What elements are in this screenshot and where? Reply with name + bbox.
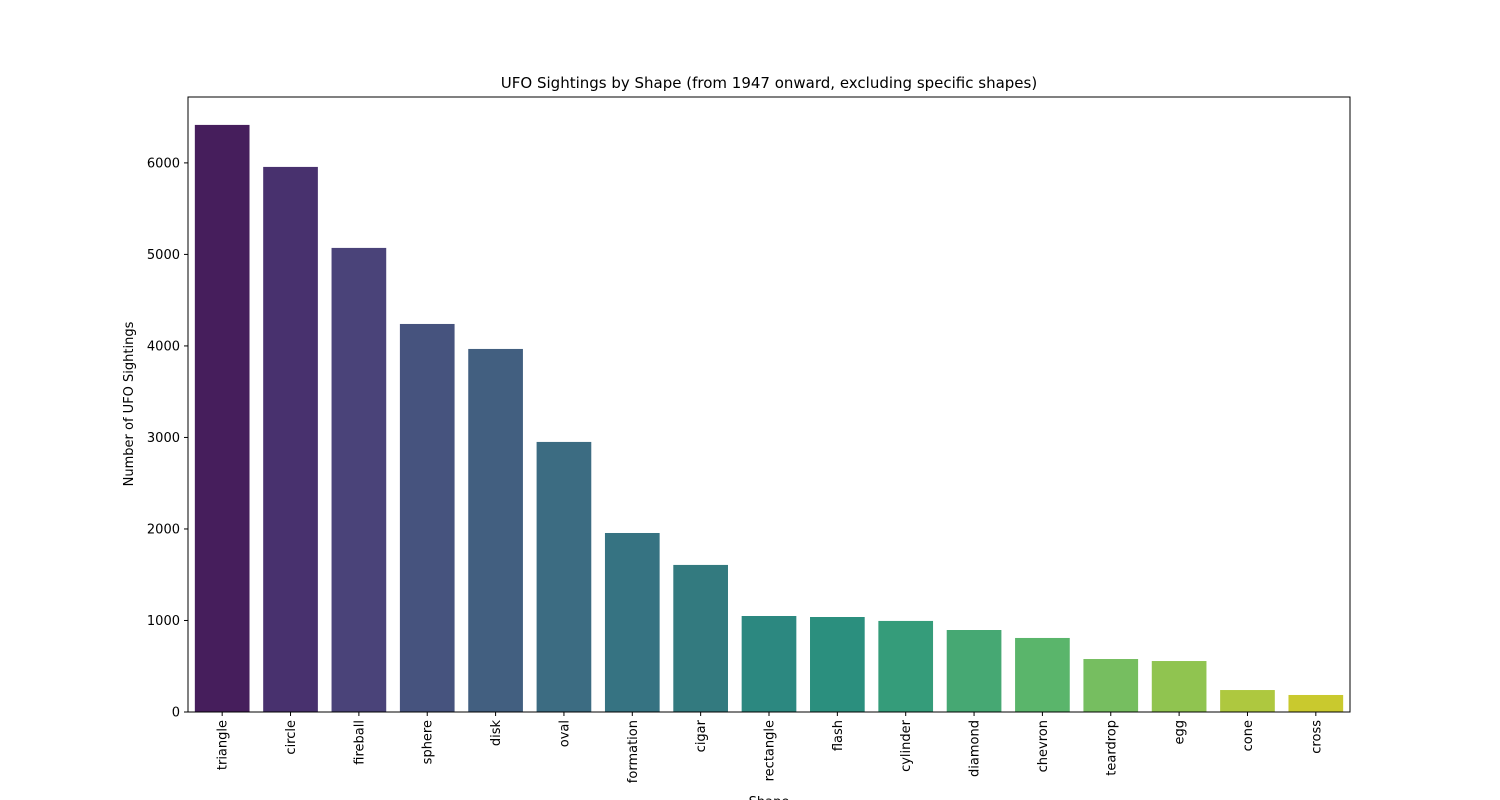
bar xyxy=(263,166,318,712)
bar xyxy=(810,617,865,712)
x-tick-label: teardrop xyxy=(1104,720,1119,776)
bar xyxy=(673,564,728,712)
bar xyxy=(1220,690,1275,712)
x-tick-label: sphere xyxy=(421,720,436,764)
bar xyxy=(536,441,592,712)
bar xyxy=(604,532,660,712)
y-tick-label: 6000 xyxy=(147,156,180,171)
x-tick-label: circle xyxy=(284,720,299,755)
y-tick-label: 0 xyxy=(172,706,180,721)
bar xyxy=(331,247,387,712)
x-tick-label: diamond xyxy=(968,720,983,777)
chart-title: UFO Sightings by Shape (from 1947 onward… xyxy=(501,74,1037,92)
x-tick-label: rectangle xyxy=(763,720,778,781)
x-tick-label: oval xyxy=(557,720,572,747)
y-tick-label: 2000 xyxy=(147,522,180,537)
y-tick-label: 1000 xyxy=(147,614,180,629)
bar xyxy=(1151,661,1207,712)
x-tick-label: disk xyxy=(489,720,504,747)
bar xyxy=(878,620,934,712)
bar xyxy=(194,124,250,712)
bar xyxy=(468,348,523,712)
x-axis-label: Shape xyxy=(749,795,790,800)
bar xyxy=(1083,659,1139,712)
x-tick-label: cross xyxy=(1309,720,1324,754)
y-tick-label: 5000 xyxy=(147,248,180,263)
bar xyxy=(1015,637,1070,712)
bar xyxy=(946,630,1002,712)
y-tick-label: 3000 xyxy=(147,431,180,446)
plot-frame xyxy=(187,96,1351,713)
x-tick-label: flash xyxy=(831,720,846,751)
bar xyxy=(1288,694,1344,712)
bar xyxy=(741,615,797,712)
y-tick-label: 4000 xyxy=(147,339,180,354)
x-tick-label: fireball xyxy=(352,720,367,765)
x-tick-label: egg xyxy=(1173,720,1188,745)
bar xyxy=(399,323,455,712)
x-tick-label: chevron xyxy=(1036,720,1051,772)
x-tick-label: cone xyxy=(1241,720,1256,751)
x-tick-label: cigar xyxy=(694,719,709,752)
x-tick-label: formation xyxy=(626,720,641,783)
x-tick-label: triangle xyxy=(216,720,231,770)
y-axis-label: Number of UFO Sightings xyxy=(122,321,137,486)
x-tick-label: cylinder xyxy=(899,719,914,772)
